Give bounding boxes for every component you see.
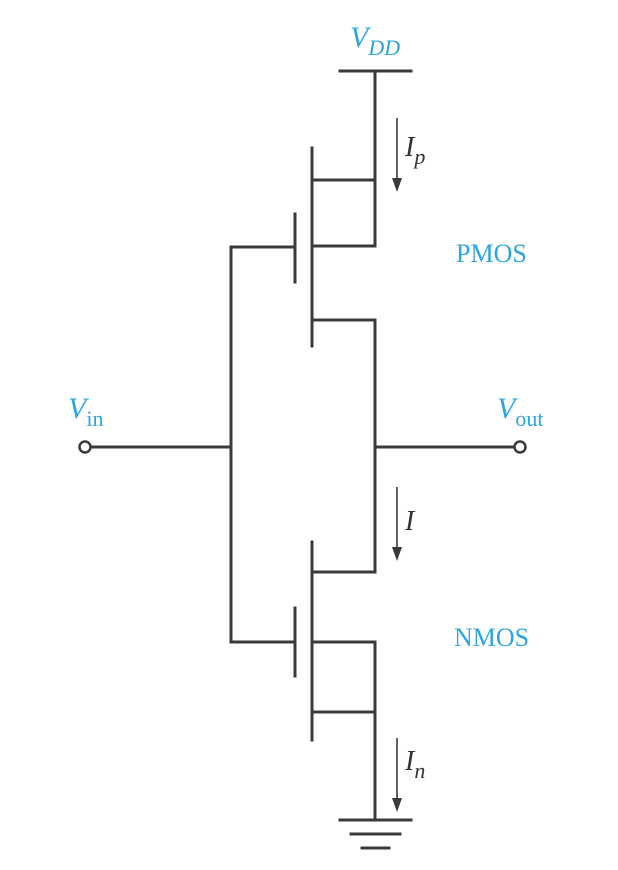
vin-label: Vin bbox=[68, 392, 103, 431]
ground-symbol bbox=[338, 818, 413, 850]
in-current-arrow bbox=[392, 738, 402, 812]
in-label: In bbox=[404, 746, 425, 783]
i-current-arrow bbox=[392, 487, 402, 561]
vin-terminal[interactable] bbox=[78, 440, 92, 454]
pmos-label: PMOS bbox=[456, 239, 527, 268]
nmos-transistor bbox=[293, 540, 377, 742]
pmos-transistor bbox=[293, 146, 377, 348]
vout-label: Vout bbox=[497, 392, 543, 431]
vdd-label: VDD bbox=[350, 21, 400, 60]
vout-terminal[interactable] bbox=[513, 440, 527, 454]
ip-label: Ip bbox=[404, 132, 425, 169]
nmos-label: NMOS bbox=[454, 623, 529, 652]
i-label: I bbox=[404, 506, 416, 537]
ip-current-arrow bbox=[392, 118, 402, 192]
